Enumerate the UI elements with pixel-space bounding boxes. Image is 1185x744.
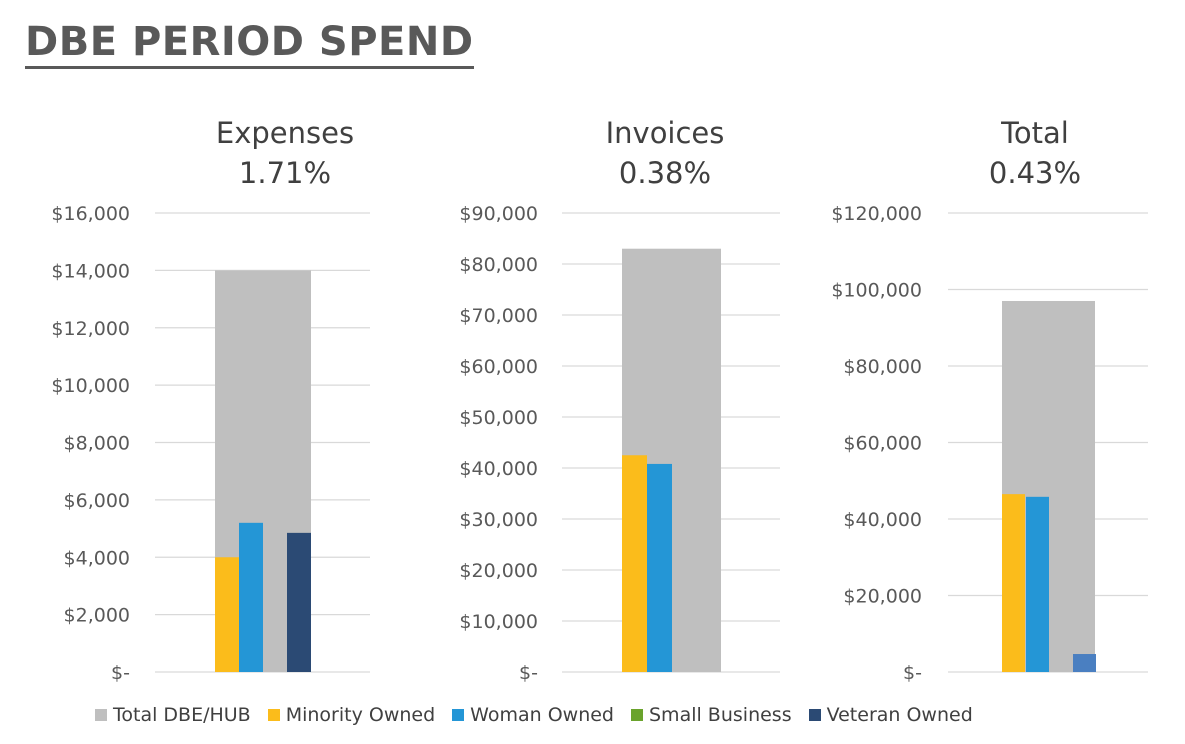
chart-title: Total (1001, 116, 1069, 150)
bar-veteran-owned (287, 532, 311, 672)
y-tick-label: $4,000 (64, 547, 130, 569)
legend-label: Minority Owned (285, 704, 436, 726)
y-tick-label: $2,000 (64, 605, 130, 627)
plot-area: $- $2,000 $4,000 $6,000 $8,000 $10,000 $12,000… (51, 203, 370, 684)
legend-item-small-business: Small Business (631, 704, 792, 726)
legend-swatch (452, 709, 465, 721)
chart-title: Expenses (215, 116, 355, 150)
chart-invoices: Invoices 0.38% $- $10,000 $20,000 $30,000 $4… (395, 105, 790, 685)
y-tick-label: $80,000 (459, 254, 538, 276)
legend-swatch (808, 709, 821, 721)
y-tick-label: $40,000 (459, 458, 538, 480)
legend-label: Total DBE/HUB (113, 704, 251, 726)
y-tick-label: $- (903, 662, 922, 684)
legend: Total DBE/HUB Minority Owned Woman Owned… (95, 703, 990, 727)
bar-minority-owned (215, 557, 239, 672)
y-tick-label: $20,000 (459, 560, 538, 582)
y-tick-label: $50,000 (459, 407, 538, 429)
y-tick-label: $120,000 (831, 203, 922, 225)
legend-swatch (267, 709, 280, 721)
bar-woman-owned (239, 522, 263, 672)
y-tick-label: $80,000 (843, 356, 922, 378)
y-tick-label: $- (111, 662, 130, 684)
y-tick-label: $8,000 (64, 433, 130, 455)
y-tick-label: $40,000 (843, 509, 922, 531)
y-tick-label: $30,000 (459, 509, 538, 531)
legend-label: Veteran Owned (826, 704, 973, 726)
plot-area: $- $10,000 $20,000 $30,000 $40,000 $50,000 $60… (459, 203, 780, 684)
bar-minority-owned (1002, 494, 1025, 672)
plot-area: $- $20,000 $40,000 $60,000 $80,000 $100,000 $1… (831, 203, 1148, 684)
y-tick-label: $60,000 (459, 356, 538, 378)
y-tick-label: $100,000 (831, 280, 922, 302)
y-tick-label: $70,000 (459, 305, 538, 327)
legend-label: Woman Owned (470, 704, 614, 726)
y-tick-label: $6,000 (64, 490, 130, 512)
legend-item-veteran: Veteran Owned (808, 704, 973, 726)
chart-subtitle: 1.71% (238, 156, 332, 190)
legend-label: Small Business (649, 704, 792, 726)
y-tick-label: $10,000 (459, 611, 538, 633)
legend-item-minority: Minority Owned (267, 704, 436, 726)
legend-item-woman: Woman Owned (452, 704, 614, 726)
y-tick-label: $10,000 (51, 375, 130, 397)
page-title: DBE PERIOD SPEND (25, 18, 474, 69)
chart-subtitle: 0.43% (988, 156, 1082, 190)
y-tick-label: $16,000 (51, 203, 130, 225)
y-tick-label: $14,000 (51, 260, 130, 282)
chart-title: Invoices (605, 116, 725, 150)
bar-woman-owned (647, 463, 672, 672)
bar-woman-owned (1026, 496, 1049, 672)
legend-swatch (95, 709, 107, 721)
y-tick-label: $60,000 (843, 433, 922, 455)
y-tick-label: $90,000 (459, 203, 538, 225)
legend-swatch (631, 709, 643, 721)
chart-subtitle: 0.38% (618, 156, 712, 190)
chart-total: Total 0.43% $- $20,000 $40,000 $60,000 $80,0… (790, 105, 1185, 685)
y-tick-label: $20,000 (843, 586, 922, 608)
chart-expenses: Expenses 1.71% $- $2,000 $4,000 $6,000 $8,00… (0, 105, 395, 685)
y-tick-label: $12,000 (51, 318, 130, 340)
legend-item-total: Total DBE/HUB (95, 704, 251, 726)
bar-minority-owned (622, 455, 647, 672)
y-tick-label: $- (519, 662, 538, 684)
bar-veteran-owned (1073, 654, 1096, 672)
